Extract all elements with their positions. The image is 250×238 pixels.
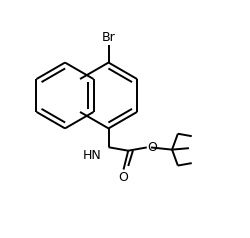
Text: O: O	[118, 171, 128, 184]
Text: Br: Br	[102, 31, 116, 44]
Text: O: O	[148, 141, 158, 154]
Text: HN: HN	[83, 149, 102, 162]
